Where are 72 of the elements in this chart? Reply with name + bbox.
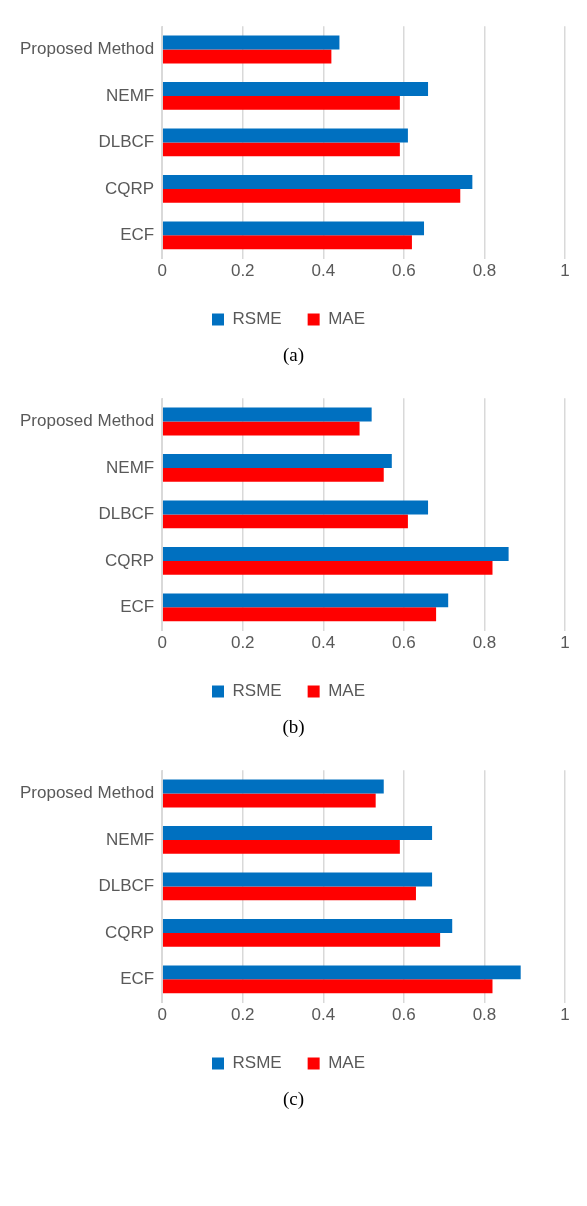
x-tick-label: 0.4 <box>311 1005 336 1025</box>
x-tick-label: 1 <box>560 1005 570 1025</box>
y-tick-label: Proposed Method <box>20 411 155 431</box>
bar <box>162 979 493 994</box>
y-tick-label: DLBCF <box>98 132 155 152</box>
bar <box>162 607 437 622</box>
bar <box>162 142 400 157</box>
bar <box>162 839 400 854</box>
bar <box>162 779 384 794</box>
y-tick-label: ECF <box>120 969 155 989</box>
x-tick-label: 0.2 <box>230 1005 255 1025</box>
legend-label: RSME <box>232 309 282 329</box>
x-tick-label: 0.4 <box>311 261 336 281</box>
bar <box>162 825 433 840</box>
bar <box>162 174 473 189</box>
bar <box>162 453 392 468</box>
text: (c) <box>281 1088 306 1110</box>
legend-label: MAE <box>328 309 365 329</box>
x-tick-label: 0.6 <box>392 633 416 653</box>
x-tick-label: 0.8 <box>472 261 497 281</box>
bar <box>162 188 461 203</box>
bar <box>162 95 400 110</box>
bar <box>162 421 360 436</box>
bar <box>162 793 376 808</box>
bar <box>162 932 441 947</box>
legend-label: MAE <box>328 1053 365 1073</box>
legend-label: RSME <box>232 1053 282 1073</box>
legend-label: MAE <box>328 681 365 701</box>
bar <box>162 500 429 515</box>
bar <box>162 221 425 236</box>
y-tick-label: NEMF <box>106 829 155 849</box>
text: (b) <box>281 716 306 738</box>
y-tick-label: ECF <box>120 597 155 617</box>
x-tick-label: 0.2 <box>230 633 255 653</box>
y-tick-label: NEMF <box>106 457 155 477</box>
legend-label: RSME <box>232 681 282 701</box>
y-tick-label: DLBCF <box>98 504 155 524</box>
x-tick-label: 1 <box>560 633 570 653</box>
bar <box>162 128 408 143</box>
x-tick-label: 0.8 <box>472 633 497 653</box>
y-tick-label: Proposed Method <box>20 783 155 803</box>
bar <box>162 235 412 250</box>
text: (a) <box>281 344 306 366</box>
bar <box>162 35 340 50</box>
bar <box>162 546 509 561</box>
bar <box>162 81 429 96</box>
bar <box>162 872 433 887</box>
bar <box>162 593 449 608</box>
bar <box>162 467 384 482</box>
y-tick-label: ECF <box>120 225 155 245</box>
bar <box>162 49 332 64</box>
x-tick-label: 0 <box>157 261 167 281</box>
x-tick-label: 0 <box>157 633 167 653</box>
x-tick-label: 0.6 <box>392 261 416 281</box>
x-tick-label: 0.2 <box>230 261 255 281</box>
bar <box>162 514 408 529</box>
bar <box>162 560 493 575</box>
x-tick-label: 0.8 <box>472 1005 497 1025</box>
bar <box>162 965 521 980</box>
x-tick-label: 0.6 <box>392 1005 416 1025</box>
bar <box>162 886 416 901</box>
bar <box>162 407 372 422</box>
y-tick-label: CQRP <box>105 178 155 198</box>
x-tick-label: 1 <box>560 261 570 281</box>
y-tick-label: CQRP <box>105 550 155 570</box>
y-tick-label: Proposed Method <box>20 39 155 59</box>
bar <box>162 918 453 933</box>
y-tick-label: CQRP <box>105 922 155 942</box>
y-tick-label: NEMF <box>106 85 155 105</box>
x-tick-label: 0.4 <box>311 633 336 653</box>
y-tick-label: DLBCF <box>98 876 155 896</box>
x-tick-label: 0 <box>157 1005 167 1025</box>
